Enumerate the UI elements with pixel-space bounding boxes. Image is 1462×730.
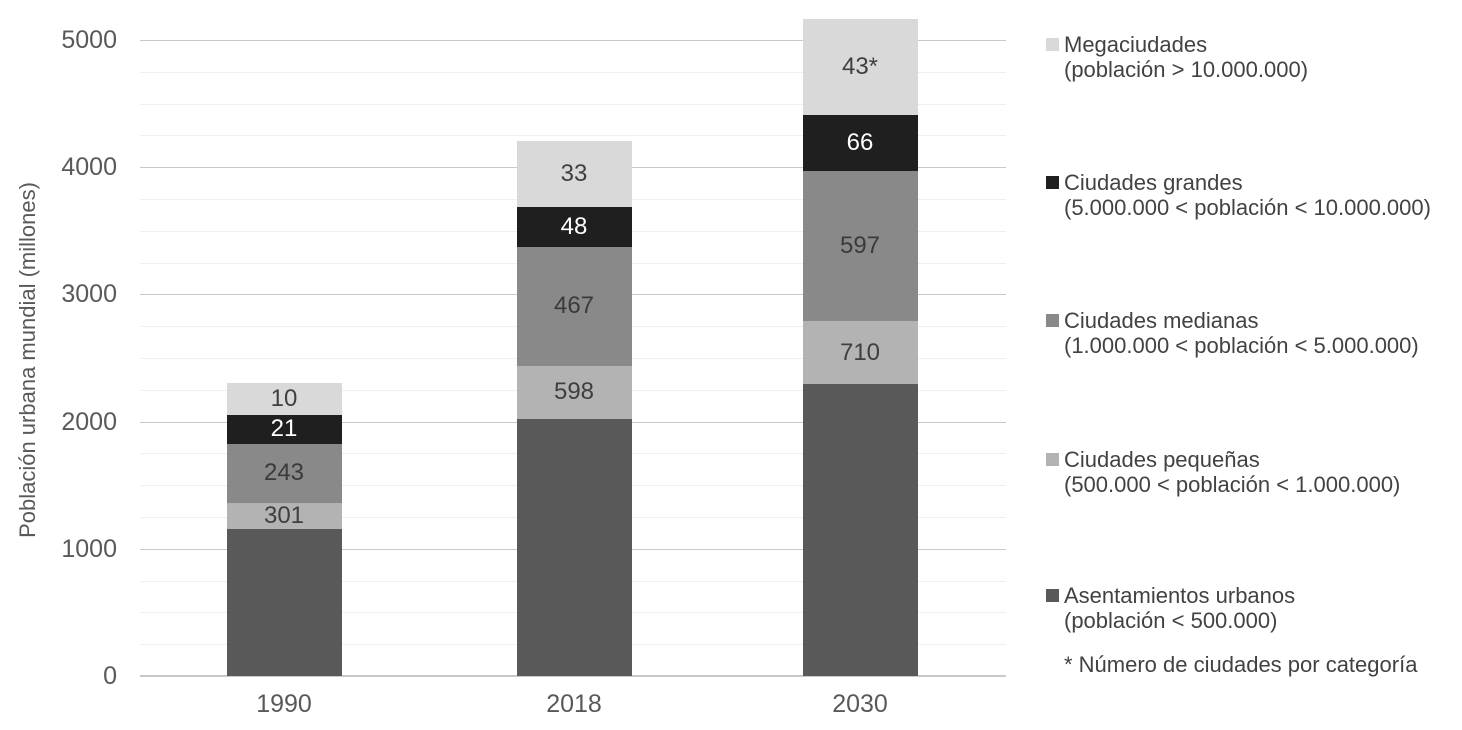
x-tick-label: 2018: [546, 690, 602, 718]
bar-segment-count-label: 66: [846, 129, 874, 156]
minor-gridline: [140, 135, 1006, 137]
legend-range: (población > 10.000.000): [1064, 57, 1309, 82]
bar-segment-count-label: 33: [560, 159, 588, 187]
bar-segment-count-label: 43*: [841, 53, 879, 80]
legend-label: Ciudades grandes: [1064, 170, 1243, 195]
y-tick-label: 1000: [61, 534, 117, 563]
x-tick-label: 2030: [832, 690, 888, 718]
legend-label: Ciudades medianas: [1064, 308, 1259, 333]
legend-item-megaciudades: Megaciudades (población > 10.000.000): [1046, 32, 1308, 82]
megaciudades-swatch-icon: [1046, 38, 1059, 51]
bar-segment: 301: [226, 502, 342, 530]
bar-segment: 243: [226, 443, 342, 503]
bar-segment: 43*: [802, 19, 918, 115]
legend-label: Ciudades pequeñas: [1064, 447, 1260, 472]
bar-segment-count-label: 48: [560, 212, 588, 240]
major-gridline: [140, 40, 1006, 41]
x-tick-label: 1990: [256, 690, 312, 718]
bar-segment-count-label: 710: [839, 338, 881, 366]
asterisk-note: * Número de ciudades por categoría: [1064, 652, 1418, 677]
legend-label: Asentamientos urbanos: [1064, 583, 1296, 608]
bar-segment-count-label: 21: [270, 415, 298, 443]
y-tick-label: 3000: [61, 280, 117, 309]
legend-range: (500.000 < población < 1.000.000): [1064, 472, 1401, 497]
bar-segment: 66: [802, 115, 918, 171]
bar-segment: 467: [516, 246, 632, 366]
legend-range: (5.000.000 < población < 10.000.000): [1064, 195, 1431, 220]
bar-segment: 48: [516, 207, 632, 247]
bar-segment: 21: [226, 414, 342, 444]
bar-segment: 10: [226, 382, 342, 415]
ciudades-pequenas-swatch-icon: [1046, 453, 1059, 466]
legend-item-ciudades-medianas: Ciudades medianas (1.000.000 < población…: [1046, 308, 1419, 358]
ciudades-grandes-swatch-icon: [1046, 176, 1059, 189]
legend-range: (población < 500.000): [1064, 608, 1278, 633]
bar-segment: 598: [516, 365, 632, 419]
bar-segment: [802, 384, 918, 676]
bar-segment-count-label: 467: [553, 292, 595, 320]
bar-segment-count-label: 597: [839, 232, 881, 260]
minor-gridline: [140, 103, 1006, 105]
legend-range: (1.000.000 < población < 5.000.000): [1064, 333, 1419, 358]
y-tick-label: 4000: [61, 153, 117, 182]
y-tick-label: 5000: [61, 26, 117, 54]
bar-segment: 710: [802, 321, 918, 385]
bar-segment-count-label: 10: [270, 384, 298, 412]
bar-segment: [516, 419, 632, 676]
y-axis-title: Población urbana mundial (millones): [15, 182, 40, 538]
legend-label: Megaciudades: [1064, 32, 1208, 57]
legend-item-ciudades-grandes: Ciudades grandes (5.000.000 < población …: [1046, 170, 1431, 220]
ciudades-medianas-swatch-icon: [1046, 314, 1059, 327]
bar-segment-count-label: 243: [263, 459, 305, 487]
y-tick-label: 2000: [61, 407, 117, 436]
minor-gridline: [140, 71, 1006, 73]
x-axis-baseline: [140, 675, 1006, 677]
bar-segment: [226, 529, 342, 676]
bar-segment: 33: [516, 140, 632, 208]
legend-item-ciudades-pequenas: Ciudades pequeñas (500.000 < población <…: [1046, 447, 1400, 497]
y-tick-label: 0: [103, 662, 117, 690]
bar-segment: 597: [802, 171, 918, 322]
asentamientos-urbanos-swatch-icon: [1046, 589, 1059, 602]
legend-item-asentamientos-urbanos: Asentamientos urbanos (población < 500.0…: [1046, 583, 1295, 633]
bar-segment-count-label: 598: [553, 378, 595, 406]
bar-segment-count-label: 301: [263, 502, 305, 530]
